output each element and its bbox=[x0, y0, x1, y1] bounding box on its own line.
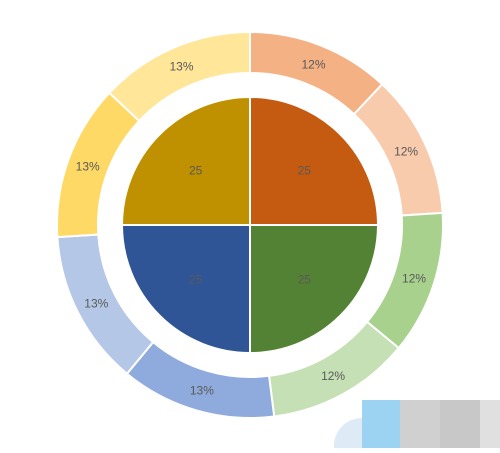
outer-data-label: 13% bbox=[84, 296, 108, 310]
outer-ring bbox=[56, 30, 444, 419]
inner-data-label: 25 bbox=[298, 164, 312, 178]
inner-data-label: 25 bbox=[298, 272, 312, 286]
outer-data-label: 12% bbox=[321, 369, 345, 383]
inner-pie bbox=[120, 95, 380, 355]
corner-swatch-light bbox=[480, 400, 500, 448]
outer-data-label: 13% bbox=[169, 60, 193, 74]
data-labels: 12% 12% 12% 12% 13% 13% 13% 13% 25 25 25 25 bbox=[76, 58, 427, 398]
corner-decoration bbox=[333, 400, 500, 448]
corner-swatch-blue bbox=[362, 400, 400, 448]
inner-pie-slice bbox=[249, 95, 380, 226]
outer-data-label: 12% bbox=[402, 271, 426, 285]
corner-arc-swatch bbox=[333, 417, 362, 448]
corner-swatch-gray-2 bbox=[440, 400, 480, 448]
corner-swatch-gray bbox=[400, 400, 440, 448]
inner-data-label: 25 bbox=[189, 272, 203, 286]
inner-pie-slice bbox=[120, 95, 251, 226]
outer-data-label: 12% bbox=[394, 145, 418, 159]
outer-data-label: 13% bbox=[76, 160, 100, 174]
inner-pie-slice bbox=[249, 224, 380, 355]
outer-ring-segment bbox=[107, 30, 251, 123]
inner-pie-slice bbox=[120, 224, 251, 355]
outer-data-label: 13% bbox=[190, 384, 214, 398]
inner-data-label: 25 bbox=[189, 164, 203, 178]
outer-data-label: 12% bbox=[301, 58, 325, 72]
